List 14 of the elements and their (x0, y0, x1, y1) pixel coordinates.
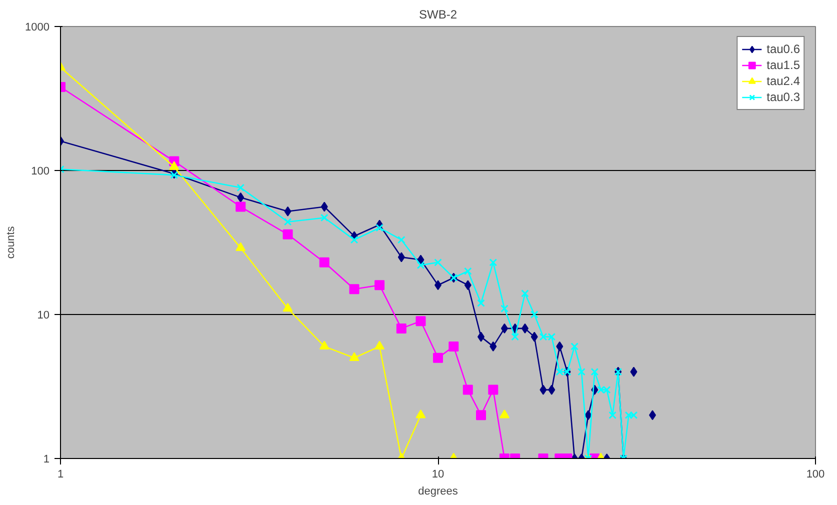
x-tick-label: 10 (432, 468, 444, 480)
legend-label: tau1.5 (766, 57, 800, 73)
y-tick-label: 100 (31, 166, 50, 178)
chart-title: SWB-2 (419, 8, 458, 22)
x-tick-label: 100 (806, 468, 825, 480)
y-tick-label: 10 (37, 310, 50, 322)
legend-label: tau0.6 (766, 41, 800, 57)
x-axis-title: degrees (418, 486, 458, 498)
y-tick-label: 1000 (25, 22, 50, 34)
legend-label: tau0.3 (766, 89, 800, 105)
x-tick-label: 1 (57, 468, 64, 480)
y-axis-title: counts (5, 226, 18, 259)
legend-label: tau2.4 (766, 73, 800, 89)
y-tick-label: 1 (43, 454, 50, 466)
